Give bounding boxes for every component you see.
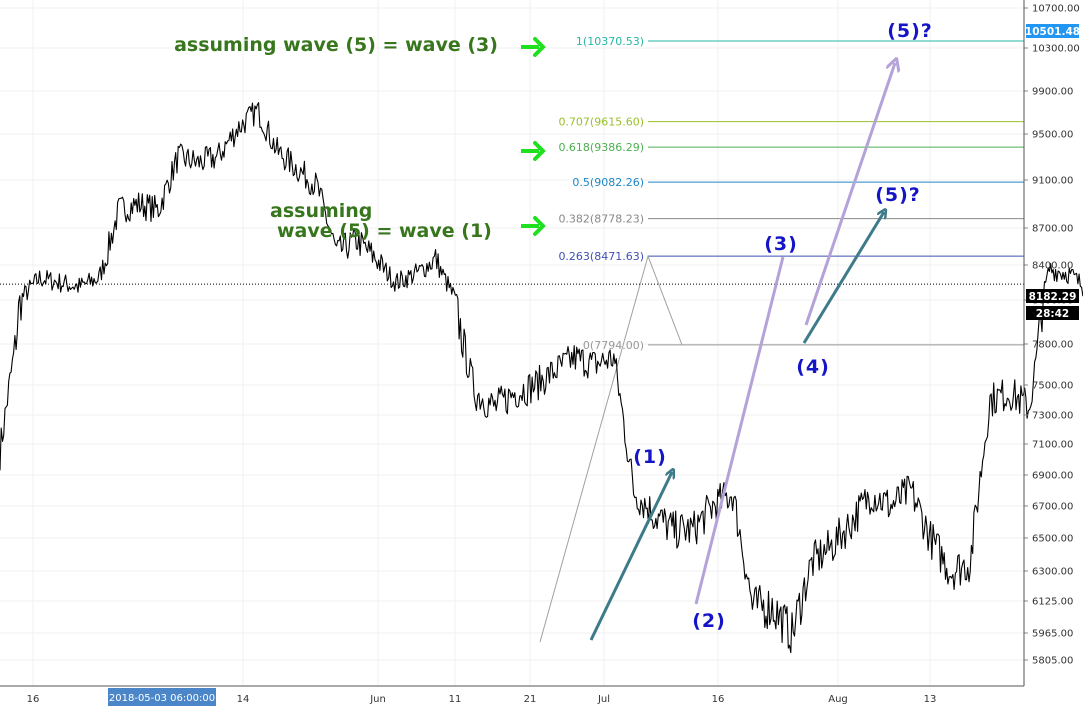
wave-label: (3) [764, 233, 798, 255]
x-tick-label: 11 [449, 694, 462, 705]
green-arrow-head [533, 216, 546, 236]
green-arrow-0618-level [521, 141, 546, 161]
price-badge [1026, 306, 1079, 320]
crosshair-date-badge [108, 688, 216, 706]
annotation-wave5-eq-wave1: wave (5) = wave (1) [277, 220, 492, 242]
fib-level-label: 0(7794.00) [583, 339, 644, 352]
wave-label: (4) [796, 356, 830, 378]
fib-level-label: 1(10370.53) [576, 35, 644, 48]
y-tick-label: 6900.00 [1032, 471, 1073, 482]
annotation-wave5-eq-wave3: assuming wave (5) = wave (3) [174, 34, 498, 56]
price-badge [1026, 24, 1079, 38]
wave-5-target-2-arrow [804, 63, 895, 326]
wave-label: (5)? [875, 184, 921, 206]
y-tick-label: 6500.00 [1032, 534, 1073, 545]
green-arrow-wave3-target [521, 37, 546, 57]
green-arrow-wave1-target [521, 216, 546, 236]
x-tick-label: 13 [924, 694, 937, 705]
x-tick-label: Jun [369, 694, 386, 705]
x-tick-label: Aug [828, 694, 848, 705]
wave-label: (1) [633, 446, 667, 468]
y-tick-label: 8700.00 [1032, 224, 1073, 235]
y-tick-label: 7300.00 [1032, 411, 1073, 422]
fib-level-label: 0.707(9615.60) [558, 116, 644, 129]
y-tick-label: 7100.00 [1032, 440, 1073, 451]
fib-level-label: 0.263(8471.63) [558, 250, 644, 263]
annotation-assuming: assuming [270, 200, 372, 222]
x-tick-label: 21 [524, 694, 537, 705]
fib-anchor-lines [539, 254, 683, 643]
price-series-line [0, 102, 1083, 654]
wave-5-target-1-arrow [802, 212, 884, 344]
price-badge-label: 28:42 [1036, 308, 1069, 320]
y-tick-label: 10700.00 [1032, 4, 1080, 15]
price-badge-label: 10501.48 [1025, 26, 1080, 38]
y-tick-label: 10300.00 [1032, 44, 1080, 55]
wave-label: (2) [692, 610, 726, 632]
wave-label: (5)? [887, 20, 933, 42]
fib-level-label: 0.618(9386.29) [558, 141, 644, 154]
x-tick-label: 16 [712, 694, 725, 705]
crosshair-date-label: 2018-05-03 06:00:00 [109, 693, 215, 704]
y-tick-label: 9900.00 [1032, 87, 1073, 98]
fib-level-label: 0.382(8778.23) [558, 213, 644, 226]
y-tick-label: 6700.00 [1032, 502, 1073, 513]
price-badge-label: 8182.29 [1029, 291, 1077, 303]
y-tick-label: 9500.00 [1032, 130, 1073, 141]
y-tick-label: 5965.00 [1032, 629, 1073, 640]
wave-3-arrow [694, 256, 785, 605]
fib-level-label: 0.5(9082.26) [572, 176, 644, 189]
wave-1-arrow [589, 472, 672, 641]
y-tick-label: 7800.00 [1032, 340, 1073, 351]
x-tick-label: Jul [597, 694, 610, 705]
green-arrow-head [533, 141, 546, 161]
y-tick-label: 7500.00 [1032, 381, 1073, 392]
y-tick-label: 5805.00 [1032, 656, 1073, 667]
green-arrow-head [533, 37, 546, 57]
y-tick-label: 8400.00 [1032, 261, 1073, 272]
y-tick-label: 6125.00 [1032, 597, 1073, 608]
price-badge [1026, 289, 1079, 303]
x-tick-label: 14 [237, 694, 250, 705]
x-tick-label: 16 [27, 694, 40, 705]
y-tick-label: 6300.00 [1032, 567, 1073, 578]
y-tick-label: 9100.00 [1032, 176, 1073, 187]
